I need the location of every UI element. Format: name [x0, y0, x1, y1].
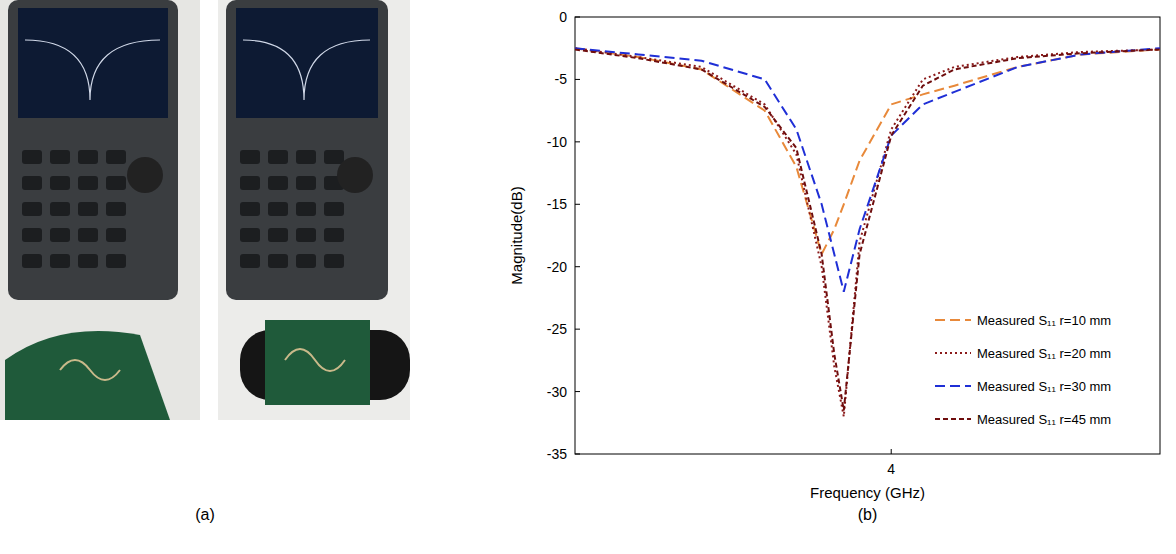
series-line [575, 49, 1160, 410]
textile-antenna [5, 331, 170, 420]
x-tick [891, 449, 892, 454]
legend: Measured S₁₁ r=10 mm Measured S₁₁ r=20 mm… [935, 313, 1111, 427]
key [106, 254, 126, 268]
key [22, 228, 42, 242]
key [106, 150, 126, 164]
panel-label: (b) [858, 506, 878, 523]
y-tick-label: -5 [555, 71, 568, 87]
legend-swatch [935, 385, 971, 387]
key [240, 150, 260, 164]
key [296, 150, 316, 164]
legend-label: Measured S₁₁ r=20 mm [977, 346, 1111, 361]
y-tick-label: -35 [547, 446, 567, 462]
legend-swatch [935, 319, 971, 321]
photo-background [218, 0, 410, 420]
legend-swatch [935, 418, 971, 420]
antenna-pattern [285, 349, 345, 371]
key [296, 228, 316, 242]
y-tick-label: -25 [547, 321, 567, 337]
key [324, 202, 344, 216]
key [296, 176, 316, 190]
key [296, 202, 316, 216]
key [240, 202, 260, 216]
screen-trace [243, 40, 370, 100]
y-tick [575, 454, 580, 455]
photo-panel [0, 0, 410, 420]
y-tick [575, 391, 580, 392]
key [106, 202, 126, 216]
key [268, 254, 288, 268]
key [268, 150, 288, 164]
key [50, 228, 70, 242]
key [324, 150, 344, 164]
analyzer-body [226, 0, 388, 300]
key [22, 254, 42, 268]
x-tick-label: 4 [887, 461, 895, 477]
series-lines [575, 48, 1160, 416]
key [240, 176, 260, 190]
key [268, 176, 288, 190]
key [296, 254, 316, 268]
y-tick [575, 17, 580, 18]
legend-label: Measured S₁₁ r=45 mm [977, 412, 1111, 427]
legend-label: Measured S₁₁ r=10 mm [977, 313, 1111, 328]
key [22, 150, 42, 164]
y-tick [575, 266, 580, 267]
y-tick-label: 0 [559, 9, 567, 25]
knob [127, 157, 163, 193]
key [106, 176, 126, 190]
key [268, 202, 288, 216]
photo-background [0, 0, 200, 420]
legend-label: Measured S₁₁ r=30 mm [977, 379, 1111, 394]
key [240, 228, 260, 242]
key [78, 254, 98, 268]
axes: 0 -5 -10 -15 -20 -25 -30 -35 4 Frequency (GHz) Mag… [508, 9, 1160, 501]
photo [0, 0, 200, 420]
knob [337, 157, 373, 193]
y-axis-title: Magnitude(dB) [508, 186, 525, 284]
y-tick-label: -15 [547, 196, 567, 212]
series-line [575, 48, 1160, 416]
series-line [575, 48, 1160, 254]
analyzer-body [8, 0, 178, 300]
key [268, 228, 288, 242]
y-tick [575, 141, 580, 142]
key [50, 202, 70, 216]
panel-label: (a) [195, 506, 215, 523]
y-tick-label: -30 [547, 384, 567, 400]
key [324, 254, 344, 268]
plot-frame [575, 17, 1160, 454]
antenna-pattern [60, 360, 120, 380]
key [78, 150, 98, 164]
y-tick-label: -10 [547, 134, 567, 150]
legend-swatch [935, 352, 971, 354]
photo [218, 0, 410, 420]
key [78, 176, 98, 190]
key [78, 228, 98, 242]
key [22, 176, 42, 190]
key [50, 254, 70, 268]
analyzer-screen [18, 8, 168, 118]
key [240, 254, 260, 268]
textile-antenna [265, 320, 370, 405]
key [324, 228, 344, 242]
key [22, 202, 42, 216]
y-tick [575, 204, 580, 205]
key [106, 228, 126, 242]
y-tick-label: -20 [547, 259, 567, 275]
y-tick [575, 329, 580, 330]
figure: (a) 0 -5 -10 -15 -20 -25 -30 -35 4 Frequency (GHz)… [0, 0, 1176, 554]
series-line [575, 48, 1160, 291]
key [50, 176, 70, 190]
y-tick [575, 79, 580, 80]
analyzer-screen [236, 8, 378, 118]
screen-trace [25, 40, 160, 100]
key [78, 202, 98, 216]
x-axis-title: Frequency (GHz) [810, 484, 925, 501]
key [50, 150, 70, 164]
